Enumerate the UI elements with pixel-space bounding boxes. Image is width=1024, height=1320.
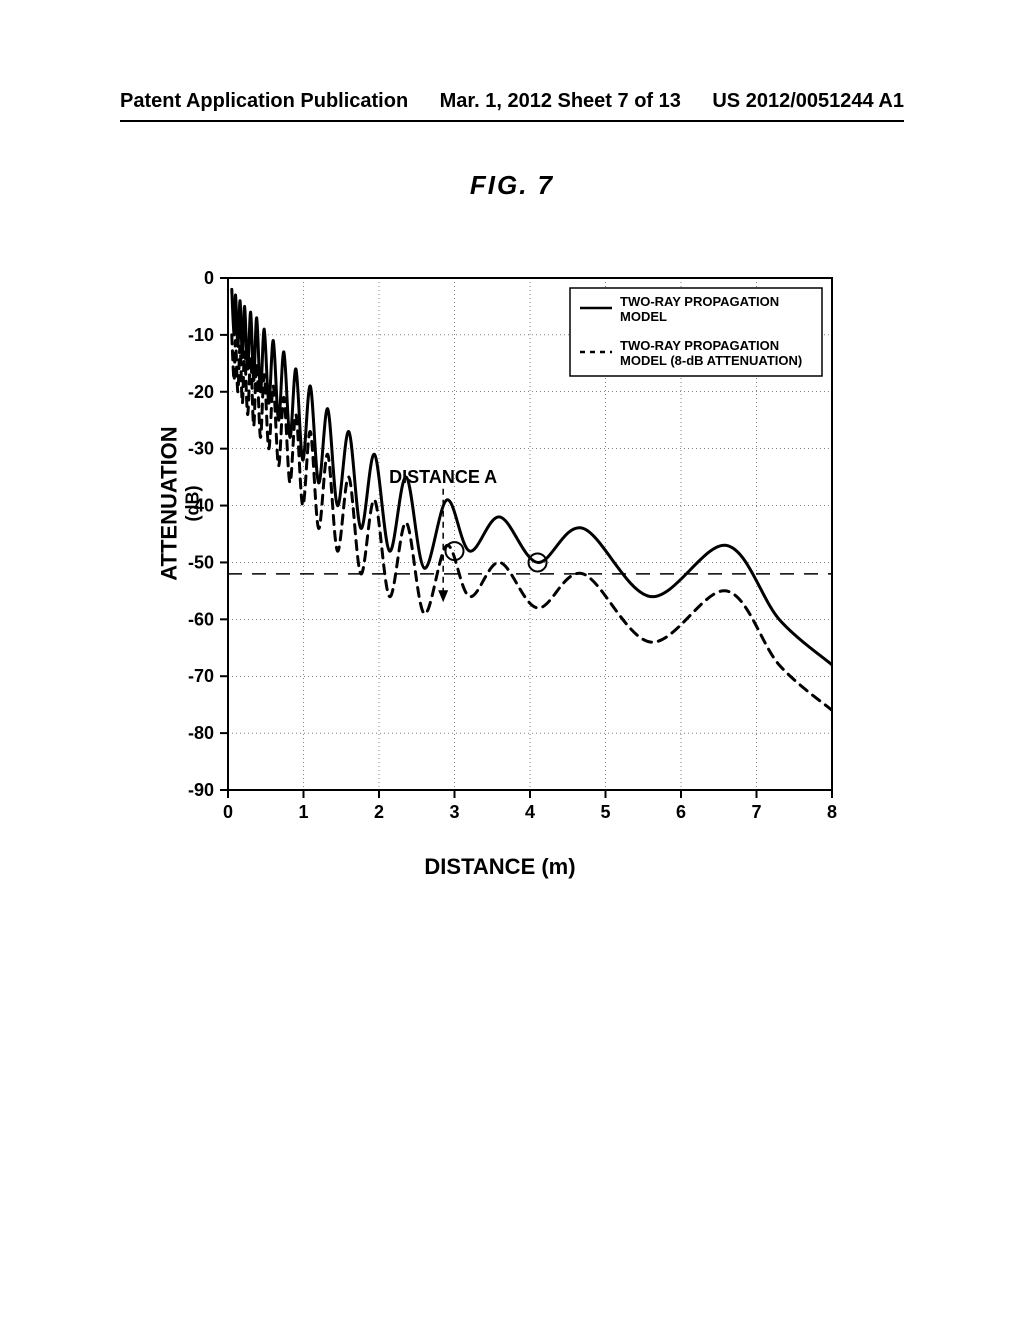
svg-text:MODEL (8-dB ATTENUATION): MODEL (8-dB ATTENUATION) bbox=[620, 353, 802, 368]
y-axis-label-unit: (dB) bbox=[183, 404, 204, 604]
svg-text:-20: -20 bbox=[188, 382, 214, 402]
svg-text:0: 0 bbox=[204, 268, 214, 288]
svg-text:3: 3 bbox=[449, 802, 459, 822]
svg-text:1: 1 bbox=[298, 802, 308, 822]
svg-text:5: 5 bbox=[600, 802, 610, 822]
svg-text:2: 2 bbox=[374, 802, 384, 822]
header-right: US 2012/0051244 A1 bbox=[712, 90, 904, 113]
svg-text:4: 4 bbox=[525, 802, 535, 822]
header-rule bbox=[120, 120, 904, 122]
y-axis-label: ATTENUATION (dB) bbox=[157, 404, 204, 604]
svg-text:-70: -70 bbox=[188, 666, 214, 686]
page-header: Patent Application Publication Mar. 1, 2… bbox=[0, 90, 1024, 113]
y-axis-label-text: ATTENUATION bbox=[157, 426, 182, 580]
header-left: Patent Application Publication bbox=[120, 90, 408, 113]
svg-text:MODEL: MODEL bbox=[620, 309, 667, 324]
svg-text:6: 6 bbox=[676, 802, 686, 822]
svg-text:8: 8 bbox=[827, 802, 837, 822]
header-center: Mar. 1, 2012 Sheet 7 of 13 bbox=[440, 90, 681, 113]
svg-text:-60: -60 bbox=[188, 609, 214, 629]
x-axis-label: DISTANCE (m) bbox=[424, 854, 575, 880]
svg-text:TWO-RAY PROPAGATION: TWO-RAY PROPAGATION bbox=[620, 294, 779, 309]
chart: 0123456780-10-20-30-40-50-60-70-80-90DIS… bbox=[150, 260, 850, 840]
svg-text:TWO-RAY PROPAGATION: TWO-RAY PROPAGATION bbox=[620, 338, 779, 353]
svg-text:DISTANCE A: DISTANCE A bbox=[389, 467, 497, 487]
figure-label: FIG. 7 bbox=[470, 170, 554, 201]
chart-svg: 0123456780-10-20-30-40-50-60-70-80-90DIS… bbox=[150, 260, 850, 840]
svg-text:0: 0 bbox=[223, 802, 233, 822]
svg-text:7: 7 bbox=[751, 802, 761, 822]
svg-text:-10: -10 bbox=[188, 325, 214, 345]
svg-text:-90: -90 bbox=[188, 780, 214, 800]
svg-text:-80: -80 bbox=[188, 723, 214, 743]
